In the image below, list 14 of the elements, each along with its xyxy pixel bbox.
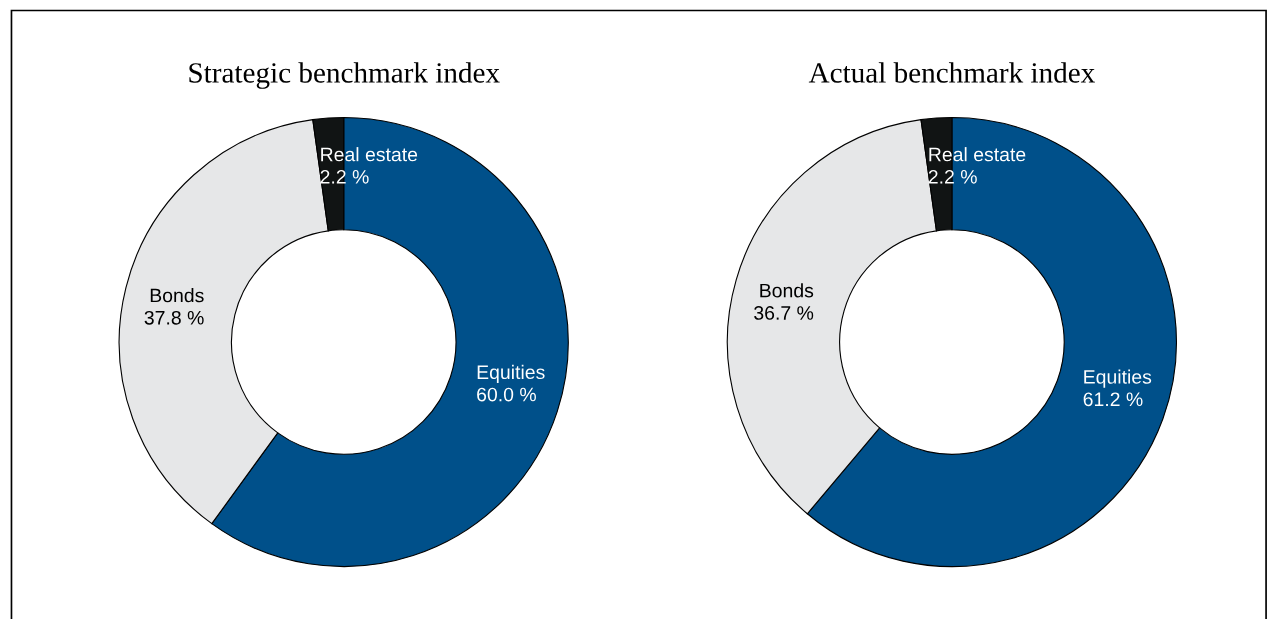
chart-title: Actual benchmark index	[808, 62, 1095, 83]
slice-label: Equities	[477, 364, 545, 383]
data-label: 2.2 %	[320, 169, 369, 184]
slice-label: Real estate	[321, 147, 418, 162]
chart-title: Strategic benchmark index	[189, 62, 500, 89]
slice-label: Bonds	[150, 288, 204, 303]
data-label: 60.0 %	[477, 387, 536, 402]
data-label: 61.2 %	[1083, 392, 1143, 407]
data-label: 37.8 %	[144, 310, 204, 325]
data-label: 2.2 %	[928, 169, 977, 184]
slice-label: Real estate	[929, 147, 1026, 162]
data-label: 36.7 %	[754, 306, 814, 320]
slice-label: Bonds	[760, 283, 814, 298]
slice-label: Equities	[1084, 369, 1152, 388]
